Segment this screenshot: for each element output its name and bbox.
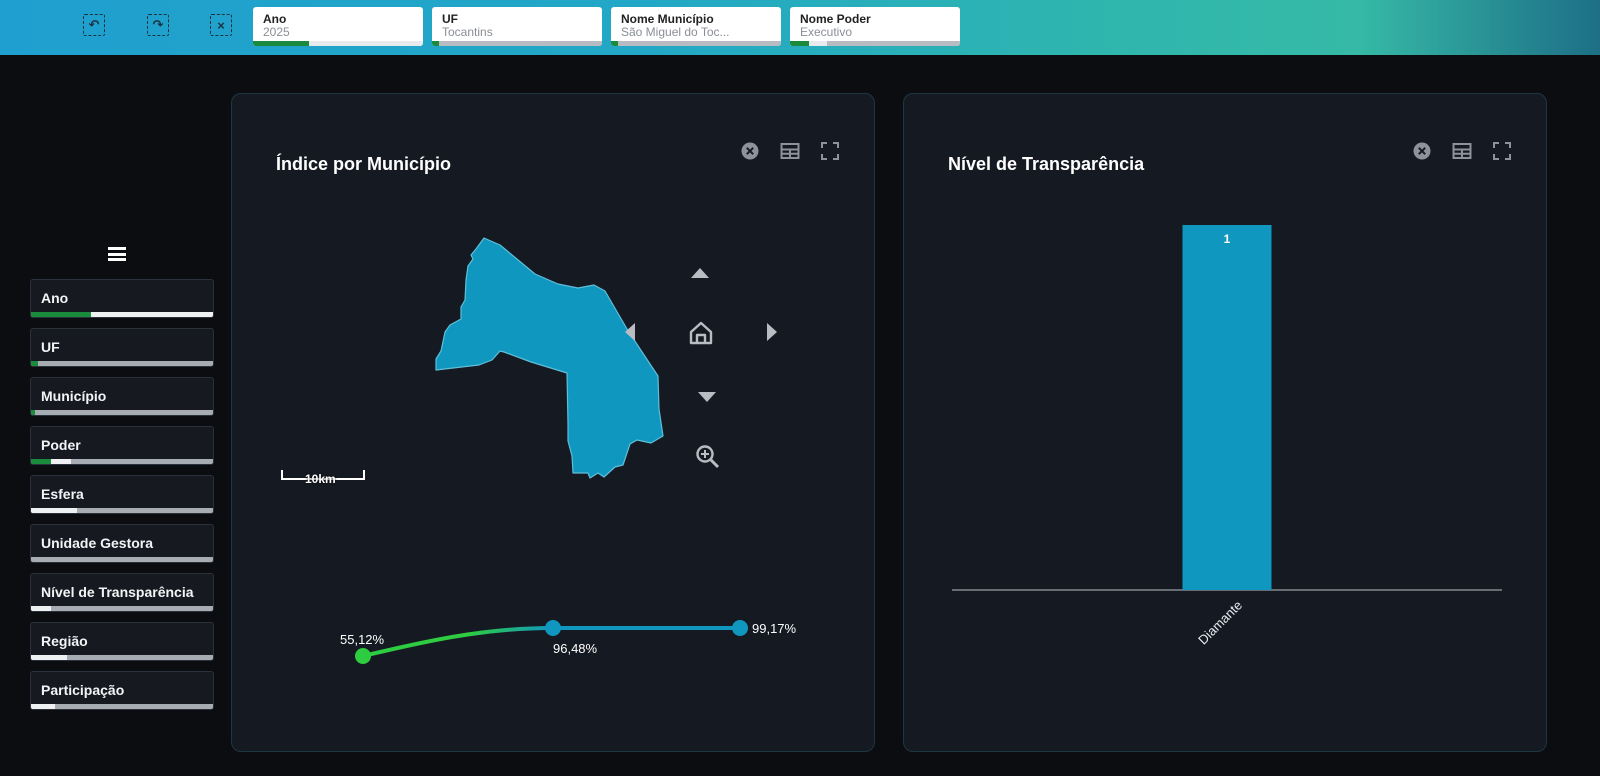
panel-toolbar bbox=[740, 141, 840, 161]
sidebar-filter-label: Esfera bbox=[41, 486, 84, 502]
zoom-in-icon[interactable] bbox=[695, 444, 721, 470]
sidebar-filter-unidade-gestora[interactable]: Unidade Gestora bbox=[30, 524, 214, 563]
filter-chip-value: 2025 bbox=[263, 25, 290, 39]
sidebar-filter-label: Nível de Transparência bbox=[41, 584, 194, 600]
filter-chip-state-bar bbox=[790, 41, 960, 46]
sidebar-filter-nivel-transparencia[interactable]: Nível de Transparência bbox=[30, 573, 214, 612]
sidebar-filter-label: Município bbox=[41, 388, 107, 404]
panel-toolbar bbox=[1412, 141, 1512, 161]
sidebar-filter-label: Participação bbox=[41, 682, 125, 698]
bar-chart-panel: Nível de Transparência 1 Diamante bbox=[903, 93, 1547, 752]
sidebar-filter-participacao[interactable]: Participação bbox=[30, 671, 214, 710]
filter-chip-title: Nome Poder bbox=[800, 12, 871, 26]
filter-chip-title: UF bbox=[442, 12, 458, 26]
close-icon[interactable] bbox=[1412, 141, 1432, 161]
bar-data-label: 1 bbox=[1224, 232, 1231, 246]
map-panel: Índice por Município 10km bbox=[231, 93, 875, 752]
panel-title: Nível de Transparência bbox=[948, 154, 1145, 174]
sidebar-filter-municipio[interactable]: Município bbox=[30, 377, 214, 416]
bar-diamante[interactable] bbox=[1182, 225, 1272, 590]
sidebar-filter-state-bar bbox=[31, 410, 213, 415]
filter-chip-nome-poder[interactable]: Nome Poder Executivo bbox=[790, 7, 960, 46]
map-scale-label: 10km bbox=[305, 472, 336, 486]
filter-chip-title: Nome Município bbox=[621, 12, 714, 26]
pan-right-icon[interactable] bbox=[765, 322, 779, 342]
sidebar-filter-state-bar bbox=[31, 704, 213, 709]
sidebar-filter-label: Ano bbox=[41, 290, 69, 306]
sidebar-filter-ano[interactable]: Ano bbox=[30, 279, 214, 318]
sidebar-filter-uf[interactable]: UF bbox=[30, 328, 214, 367]
sidebar-filter-label: Poder bbox=[41, 437, 81, 453]
sidebar-filter-poder[interactable]: Poder bbox=[30, 426, 214, 465]
filter-chip-state-bar bbox=[611, 41, 781, 46]
hamburger-menu-icon[interactable] bbox=[108, 247, 126, 261]
municipality-shape[interactable] bbox=[435, 237, 664, 479]
sidebar-filter-state-bar bbox=[31, 508, 213, 513]
sidebar-filter-state-bar bbox=[31, 655, 213, 660]
sidebar-filter-esfera[interactable]: Esfera bbox=[30, 475, 214, 514]
fullscreen-icon[interactable] bbox=[1492, 141, 1512, 161]
sidebar-filter-label: Região bbox=[41, 633, 88, 649]
selection-toolbar: ↶ ↷ × Ano 2025 UF Tocantins Nome Municíp… bbox=[0, 0, 1600, 55]
sidebar-filter-state-bar bbox=[31, 361, 213, 366]
filter-chip-ano[interactable]: Ano 2025 bbox=[253, 7, 423, 46]
filter-chip-state-bar bbox=[253, 41, 423, 46]
filter-chip-nome-municipio[interactable]: Nome Município São Miguel do Toc... bbox=[611, 7, 781, 46]
pan-up-icon[interactable] bbox=[690, 266, 710, 280]
sidebar-filter-label: Unidade Gestora bbox=[41, 535, 154, 551]
legend-max-label: 99,17% bbox=[752, 621, 797, 636]
table-icon[interactable] bbox=[780, 141, 800, 161]
table-icon[interactable] bbox=[1452, 141, 1472, 161]
filter-chip-title: Ano bbox=[263, 12, 287, 26]
legend-mid-label: 96,48% bbox=[553, 641, 598, 656]
sidebar-filter-regiao[interactable]: Região bbox=[30, 622, 214, 661]
sidebar-filter-state-bar bbox=[31, 606, 213, 611]
filter-chip-value: Tocantins bbox=[442, 25, 493, 39]
fullscreen-icon[interactable] bbox=[820, 141, 840, 161]
pan-down-icon[interactable] bbox=[697, 390, 717, 404]
panel-title: Índice por Município bbox=[276, 154, 451, 174]
clear-selection-icon[interactable]: × bbox=[210, 14, 232, 36]
legend-min-label: 55,12% bbox=[340, 632, 385, 647]
filter-chip-value: Executivo bbox=[800, 25, 853, 39]
sidebar-filter-label: UF bbox=[41, 339, 60, 355]
sidebar-filter-state-bar bbox=[31, 459, 213, 464]
redo-selection-icon[interactable]: ↷ bbox=[147, 14, 169, 36]
filter-chip-value: São Miguel do Toc... bbox=[621, 25, 730, 39]
sidebar-filter-state-bar bbox=[31, 557, 213, 562]
undo-selection-icon[interactable]: ↶ bbox=[83, 14, 105, 36]
x-tick-label: Diamante bbox=[1195, 598, 1245, 648]
filter-chip-state-bar bbox=[432, 41, 602, 46]
map-scale-bar bbox=[281, 470, 365, 480]
pan-left-icon[interactable] bbox=[623, 322, 637, 342]
close-icon[interactable] bbox=[740, 141, 760, 161]
home-icon[interactable] bbox=[688, 320, 714, 346]
bar-chart[interactable]: 1 Diamante bbox=[904, 94, 1548, 753]
filter-chip-uf[interactable]: UF Tocantins bbox=[432, 7, 602, 46]
sidebar-filter-state-bar bbox=[31, 312, 213, 317]
